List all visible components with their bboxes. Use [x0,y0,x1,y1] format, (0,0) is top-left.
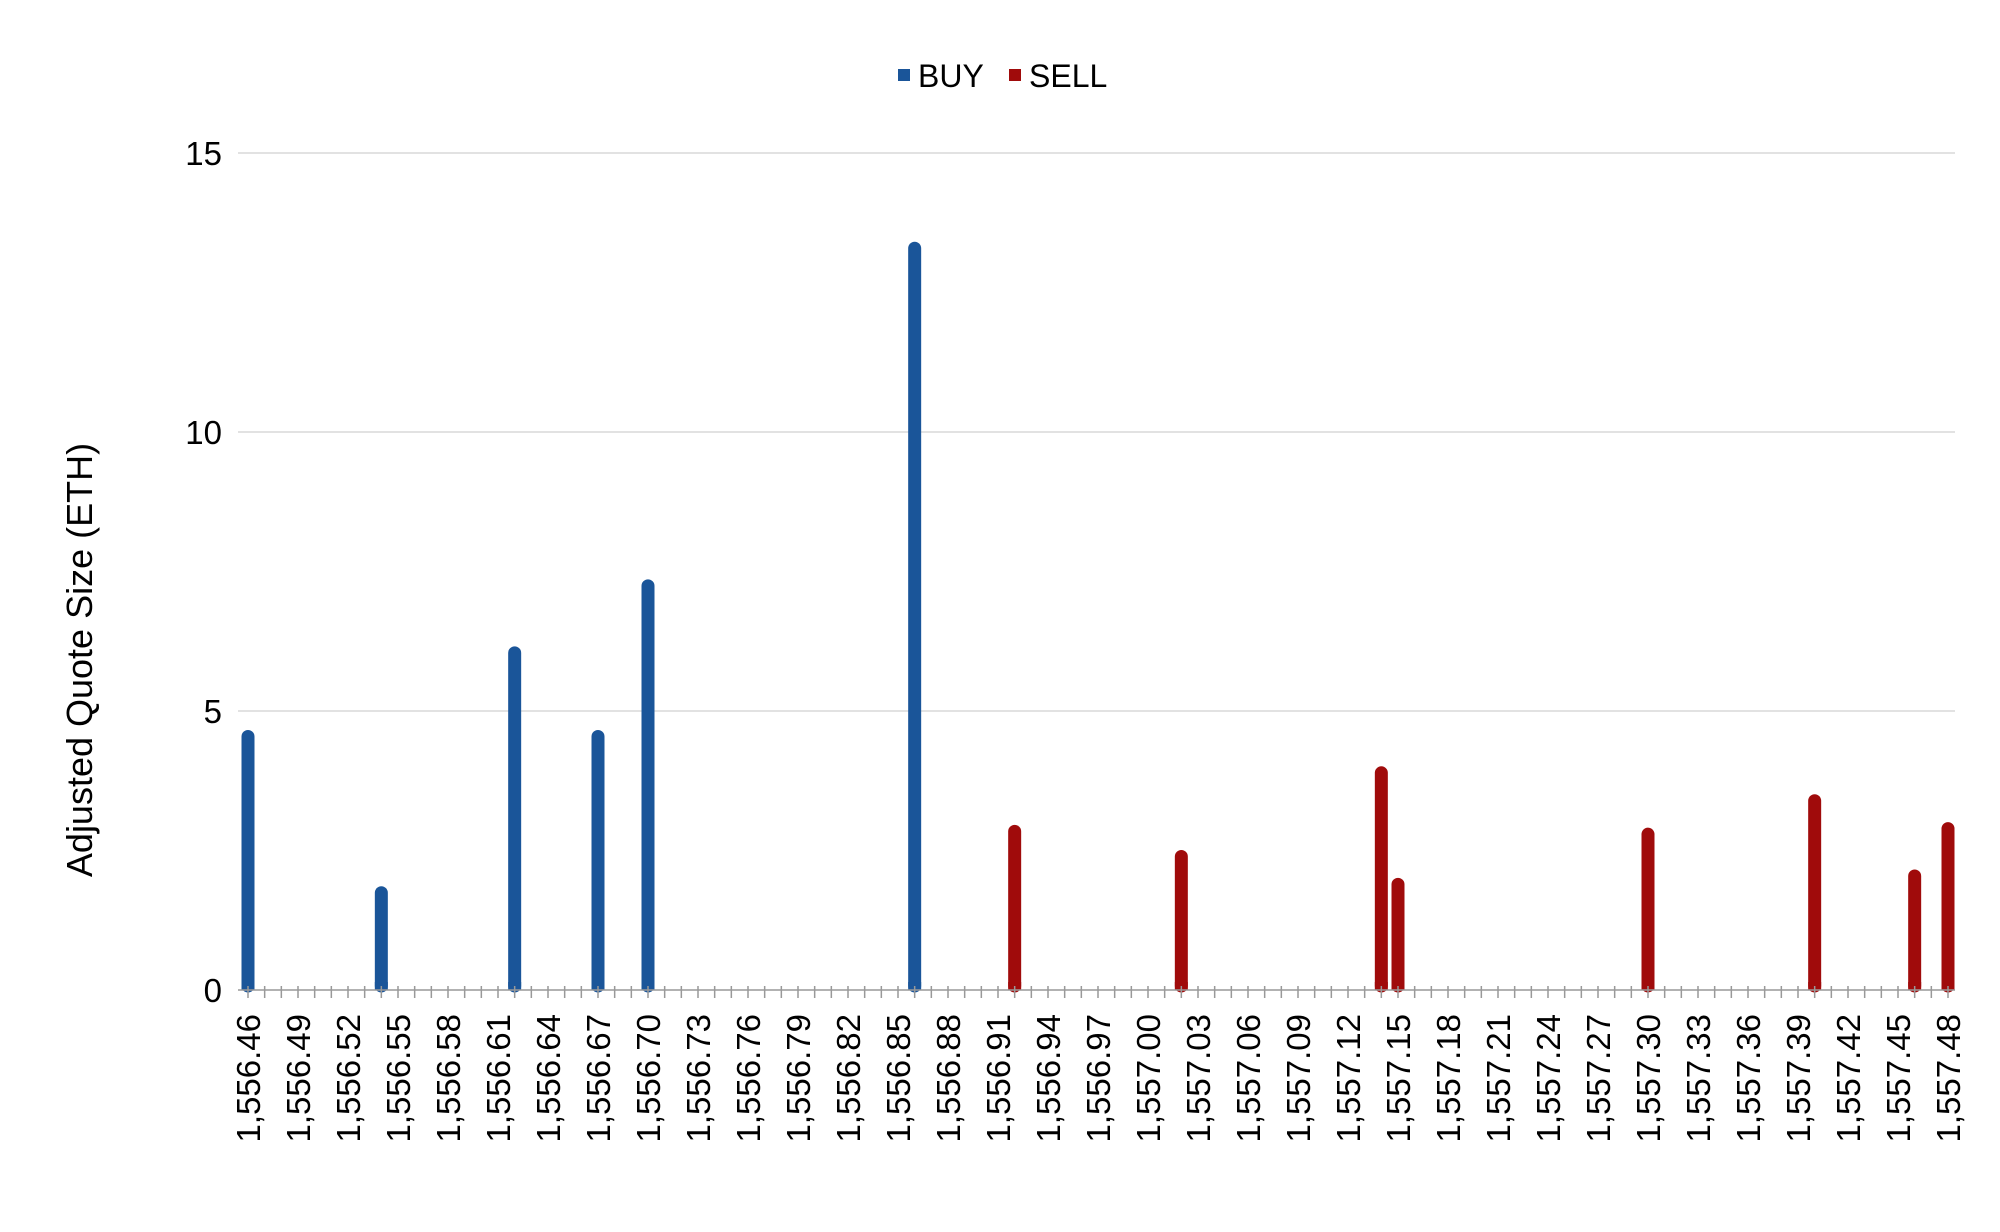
legend-swatch-sell [1009,69,1021,81]
x-tick-label: 1,557.00 [1130,1014,1167,1142]
x-tick-label: 1,556.76 [730,1014,767,1142]
x-tick-label: 1,557.18 [1430,1014,1467,1142]
x-tick-label: 1,556.52 [330,1014,367,1142]
x-tick-label: 1,556.61 [480,1014,517,1142]
x-tick-label: 1,556.85 [880,1014,917,1142]
legend-label-buy: BUY [918,58,984,94]
x-tick-label: 1,556.88 [930,1014,967,1142]
x-tick-label: 1,557.09 [1280,1014,1317,1142]
x-tick-label: 1,556.49 [280,1014,317,1142]
x-tick-label: 1,557.30 [1630,1014,1667,1142]
x-tick-label: 1,556.79 [780,1014,817,1142]
x-tick-label: 1,556.46 [230,1014,267,1142]
x-tick-label: 1,556.70 [630,1014,667,1142]
x-tick-label: 1,557.33 [1680,1014,1717,1142]
x-tick-label: 1,556.97 [1080,1014,1117,1142]
x-tick-label: 1,557.36 [1730,1014,1767,1142]
x-tick-label: 1,556.67 [580,1014,617,1142]
x-tick-label: 1,557.03 [1180,1014,1217,1142]
y-tick-label: 5 [204,693,222,730]
x-tick-label: 1,557.06 [1230,1014,1267,1142]
legend-label-sell: SELL [1029,58,1107,94]
legend-swatch-buy [898,69,910,81]
x-tick-label: 1,557.12 [1330,1014,1367,1142]
x-tick-label: 1,557.39 [1780,1014,1817,1142]
x-tick-label: 1,557.27 [1580,1014,1617,1142]
x-tick-label: 1,557.15 [1380,1014,1417,1142]
gridlines [238,152,1955,712]
x-tick-label: 1,557.48 [1930,1014,1967,1142]
x-axis: 1,556.46 1,556.49 1,556.52 1,556.55 1,556.58… [230,986,1967,1142]
x-tick-label: 1,556.55 [380,1014,417,1142]
x-tick-label: 1,556.58 [430,1014,467,1142]
y-tick-label: 0 [204,972,222,1009]
x-tick-label: 1,556.82 [830,1014,867,1142]
x-tick-label: 1,557.42 [1830,1014,1867,1142]
x-tick-label: 1,556.73 [680,1014,717,1142]
legend: BUY SELL [898,58,1107,94]
x-tick-label: 1,557.24 [1530,1014,1567,1142]
bars [241,241,1955,993]
x-tick-label: 1,556.64 [530,1014,567,1142]
x-tick-label: 1,557.21 [1480,1014,1517,1142]
x-tick-label: 1,557.45 [1880,1014,1917,1142]
y-tick-label: 15 [185,135,222,172]
x-tick-label: 1,556.91 [980,1014,1017,1142]
y-tick-label: 10 [185,414,222,451]
y-axis: 0 5 10 15 [185,135,222,1009]
x-tick-label: 1,556.94 [1030,1014,1067,1142]
y-axis-title: Adjusted Quote Size (ETH) [59,443,100,877]
